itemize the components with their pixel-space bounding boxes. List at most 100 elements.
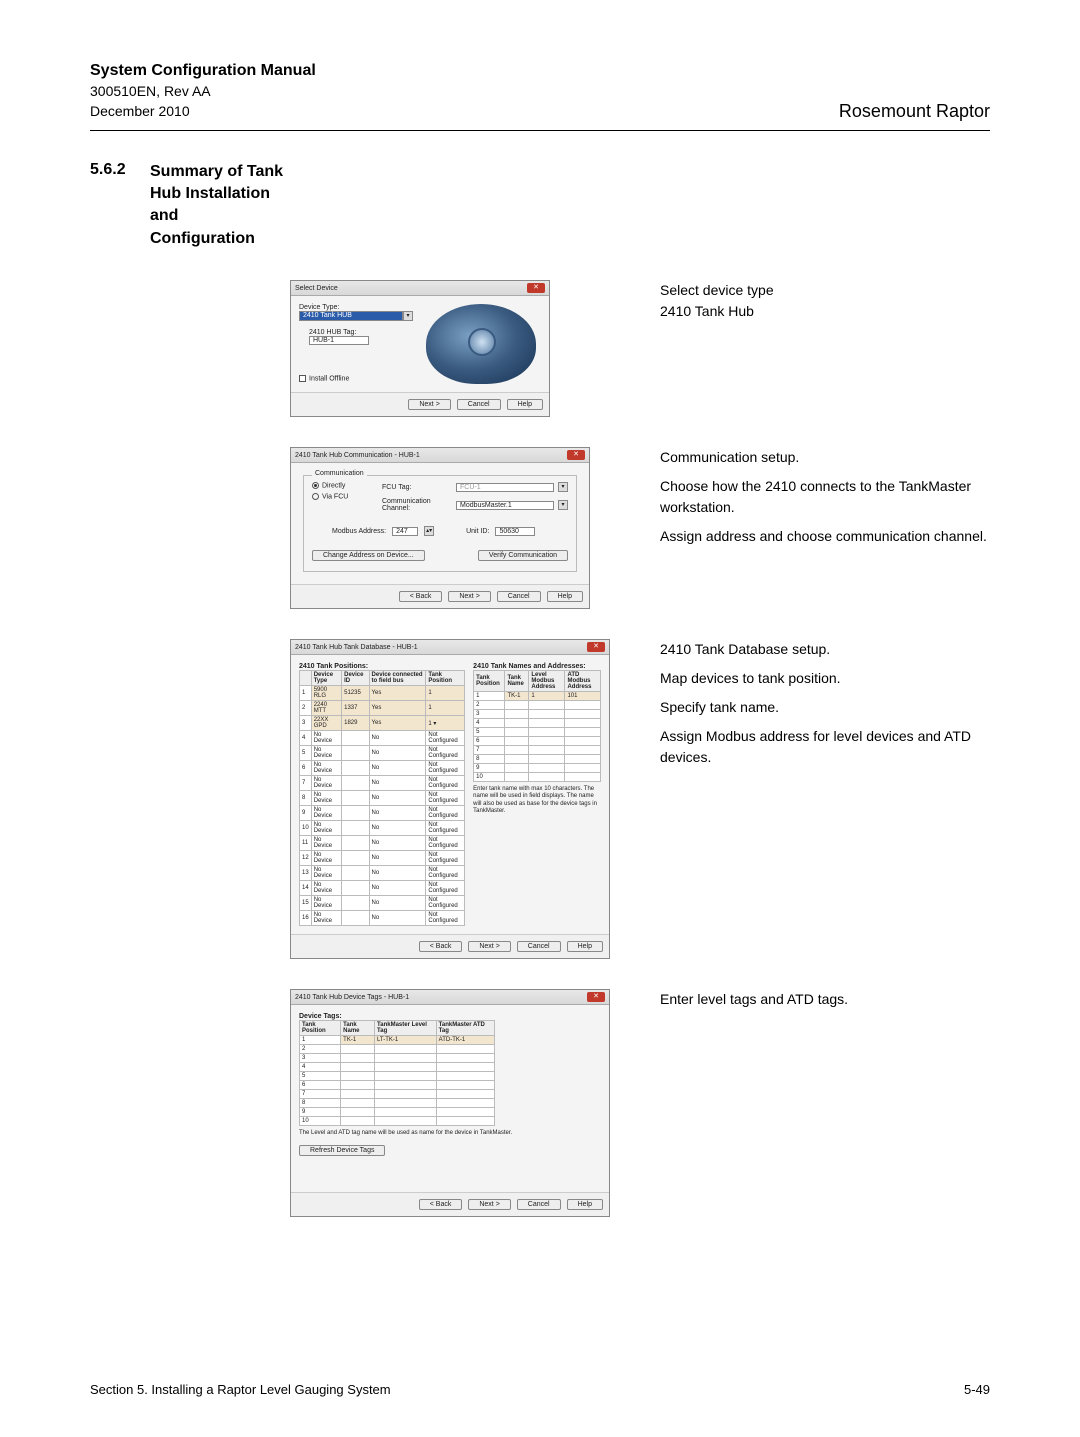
refresh-tags-button[interactable]: Refresh Device Tags bbox=[299, 1145, 385, 1156]
next-button[interactable]: Next > bbox=[448, 591, 490, 602]
desc2: Communication setup. Choose how the 2410… bbox=[660, 447, 990, 555]
back-button[interactable]: < Back bbox=[419, 1199, 463, 1210]
table-row[interactable]: 15900 RLG51235Yes1 bbox=[300, 686, 465, 701]
cancel-button[interactable]: Cancel bbox=[457, 399, 501, 410]
table-row[interactable]: 4 bbox=[474, 719, 601, 728]
desc3-p1: 2410 Tank Database setup. bbox=[660, 639, 990, 660]
table-row[interactable]: 2 bbox=[474, 701, 601, 710]
install-offline-checkbox[interactable] bbox=[299, 375, 306, 382]
table-header: Level Modbus Address bbox=[529, 671, 565, 692]
table-row[interactable]: 3 bbox=[474, 710, 601, 719]
via-fcu-radio[interactable] bbox=[312, 493, 319, 500]
change-address-button[interactable]: Change Address on Device... bbox=[312, 550, 425, 561]
chan-select[interactable]: ModbusMaster.1 bbox=[456, 501, 554, 510]
cancel-button[interactable]: Cancel bbox=[517, 1199, 561, 1210]
section-title-l3: and bbox=[150, 205, 283, 227]
cancel-button[interactable]: Cancel bbox=[497, 591, 541, 602]
table-row[interactable]: 10 bbox=[474, 773, 601, 782]
back-button[interactable]: < Back bbox=[419, 941, 463, 952]
device-image bbox=[426, 304, 536, 384]
tank-database-dialog: 2410 Tank Hub Tank Database - HUB-1 ✕ 24… bbox=[290, 639, 610, 959]
help-button[interactable]: Help bbox=[567, 1199, 603, 1210]
next-button[interactable]: Next > bbox=[468, 941, 510, 952]
chevron-down-icon[interactable]: ▾ bbox=[403, 311, 413, 321]
section-title-l1: Summary of Tank bbox=[150, 161, 283, 183]
table-row[interactable]: 14No DeviceNoNot Configured bbox=[300, 881, 465, 896]
desc3-p2: Map devices to tank position. bbox=[660, 668, 990, 689]
table-row[interactable]: 322XX GPD1829Yes1 ▾ bbox=[300, 716, 465, 731]
directly-label: Directly bbox=[322, 482, 345, 489]
table-row[interactable]: 8 bbox=[300, 1099, 495, 1108]
table-row[interactable]: 7No DeviceNoNot Configured bbox=[300, 776, 465, 791]
desc2-p1: Communication setup. bbox=[660, 447, 990, 468]
desc1-l2: 2410 Tank Hub bbox=[660, 301, 990, 322]
table-row[interactable]: 9No DeviceNoNot Configured bbox=[300, 806, 465, 821]
table-row[interactable]: 9 bbox=[474, 764, 601, 773]
table-row[interactable]: 15No DeviceNoNot Configured bbox=[300, 896, 465, 911]
desc1-l1: Select device type bbox=[660, 280, 990, 301]
dlg2-title: 2410 Tank Hub Communication - HUB-1 bbox=[295, 452, 420, 459]
table-row[interactable]: 12No DeviceNoNot Configured bbox=[300, 851, 465, 866]
device-tags-table[interactable]: Tank PositionTank NameTankMaster Level T… bbox=[299, 1020, 495, 1126]
table-row[interactable]: 5 bbox=[300, 1072, 495, 1081]
table-header: Tank Position bbox=[474, 671, 505, 692]
device-type-select[interactable]: 2410 Tank HUB bbox=[299, 311, 403, 321]
table-row[interactable]: 7 bbox=[300, 1090, 495, 1099]
footer-right: 5-49 bbox=[964, 1382, 990, 1397]
table-row[interactable]: 7 bbox=[474, 746, 601, 755]
table-row[interactable]: 3 bbox=[300, 1054, 495, 1063]
fcu-tag-label: FCU Tag: bbox=[382, 484, 452, 491]
tank-names-table[interactable]: Tank PositionTank NameLevel Modbus Addre… bbox=[473, 670, 601, 782]
back-button[interactable]: < Back bbox=[399, 591, 443, 602]
tank-positions-table[interactable]: Device TypeDevice IDDevice connected to … bbox=[299, 670, 465, 926]
table-row[interactable]: 22240 MTT1337Yes1 bbox=[300, 701, 465, 716]
chevron-down-icon[interactable]: ▾ bbox=[558, 500, 568, 510]
table-row[interactable]: 1TK-1LT-TK-1ATD-TK-1 bbox=[300, 1036, 495, 1045]
help-button[interactable]: Help bbox=[567, 941, 603, 952]
table-row[interactable]: 9 bbox=[300, 1108, 495, 1117]
verify-comm-button[interactable]: Verify Communication bbox=[478, 550, 568, 561]
tag-label: 2410 HUB Tag: bbox=[309, 329, 413, 336]
close-icon[interactable]: ✕ bbox=[567, 450, 585, 460]
chevron-down-icon[interactable]: ▾ bbox=[558, 482, 568, 492]
table-row[interactable]: 6 bbox=[300, 1081, 495, 1090]
table-row[interactable]: 1TK-11101 bbox=[474, 692, 601, 701]
cancel-button[interactable]: Cancel bbox=[517, 941, 561, 952]
close-icon[interactable]: ✕ bbox=[587, 992, 605, 1002]
table-row[interactable]: 6No DeviceNoNot Configured bbox=[300, 761, 465, 776]
section-title-l2: Hub Installation bbox=[150, 183, 283, 205]
dlg4-note: The Level and ATD tag name will be used … bbox=[299, 1130, 601, 1137]
unit-id-input[interactable]: 50630 bbox=[495, 527, 535, 536]
table-row[interactable]: 4No DeviceNoNot Configured bbox=[300, 731, 465, 746]
table-row[interactable]: 11No DeviceNoNot Configured bbox=[300, 836, 465, 851]
spinner-icon[interactable]: ▴▾ bbox=[424, 526, 434, 536]
next-button[interactable]: Next > bbox=[408, 399, 450, 410]
close-icon[interactable]: ✕ bbox=[587, 642, 605, 652]
via-fcu-label: Via FCU bbox=[322, 494, 348, 501]
manual-title: System Configuration Manual bbox=[90, 60, 316, 82]
help-button[interactable]: Help bbox=[507, 399, 543, 410]
tag-input[interactable]: HUB-1 bbox=[309, 336, 369, 345]
table-row[interactable]: 5No DeviceNoNot Configured bbox=[300, 746, 465, 761]
table-row[interactable]: 10No DeviceNoNot Configured bbox=[300, 821, 465, 836]
table-row[interactable]: 13No DeviceNoNot Configured bbox=[300, 866, 465, 881]
fcu-tag-select[interactable]: FCU-1 bbox=[456, 483, 554, 492]
directly-radio[interactable] bbox=[312, 482, 319, 489]
table-row[interactable]: 5 bbox=[474, 728, 601, 737]
close-icon[interactable]: ✕ bbox=[527, 283, 545, 293]
device-tags-dialog: 2410 Tank Hub Device Tags - HUB-1 ✕ Devi… bbox=[290, 989, 610, 1217]
table-row[interactable]: 6 bbox=[474, 737, 601, 746]
section-number: 5.6.2 bbox=[90, 161, 150, 179]
select-device-dialog: Select Device ✕ Device Type: 2410 Tank H… bbox=[290, 280, 550, 417]
table-row[interactable]: 8No DeviceNoNot Configured bbox=[300, 791, 465, 806]
dlg4-title: 2410 Tank Hub Device Tags - HUB-1 bbox=[295, 994, 409, 1001]
next-button[interactable]: Next > bbox=[468, 1199, 510, 1210]
doc-ref: 300510EN, Rev AA bbox=[90, 82, 316, 102]
help-button[interactable]: Help bbox=[547, 591, 583, 602]
modbus-addr-input[interactable]: 247 bbox=[392, 527, 418, 536]
table-row[interactable]: 10 bbox=[300, 1117, 495, 1126]
table-row[interactable]: 16No DeviceNoNot Configured bbox=[300, 911, 465, 926]
table-row[interactable]: 8 bbox=[474, 755, 601, 764]
table-row[interactable]: 2 bbox=[300, 1045, 495, 1054]
table-row[interactable]: 4 bbox=[300, 1063, 495, 1072]
